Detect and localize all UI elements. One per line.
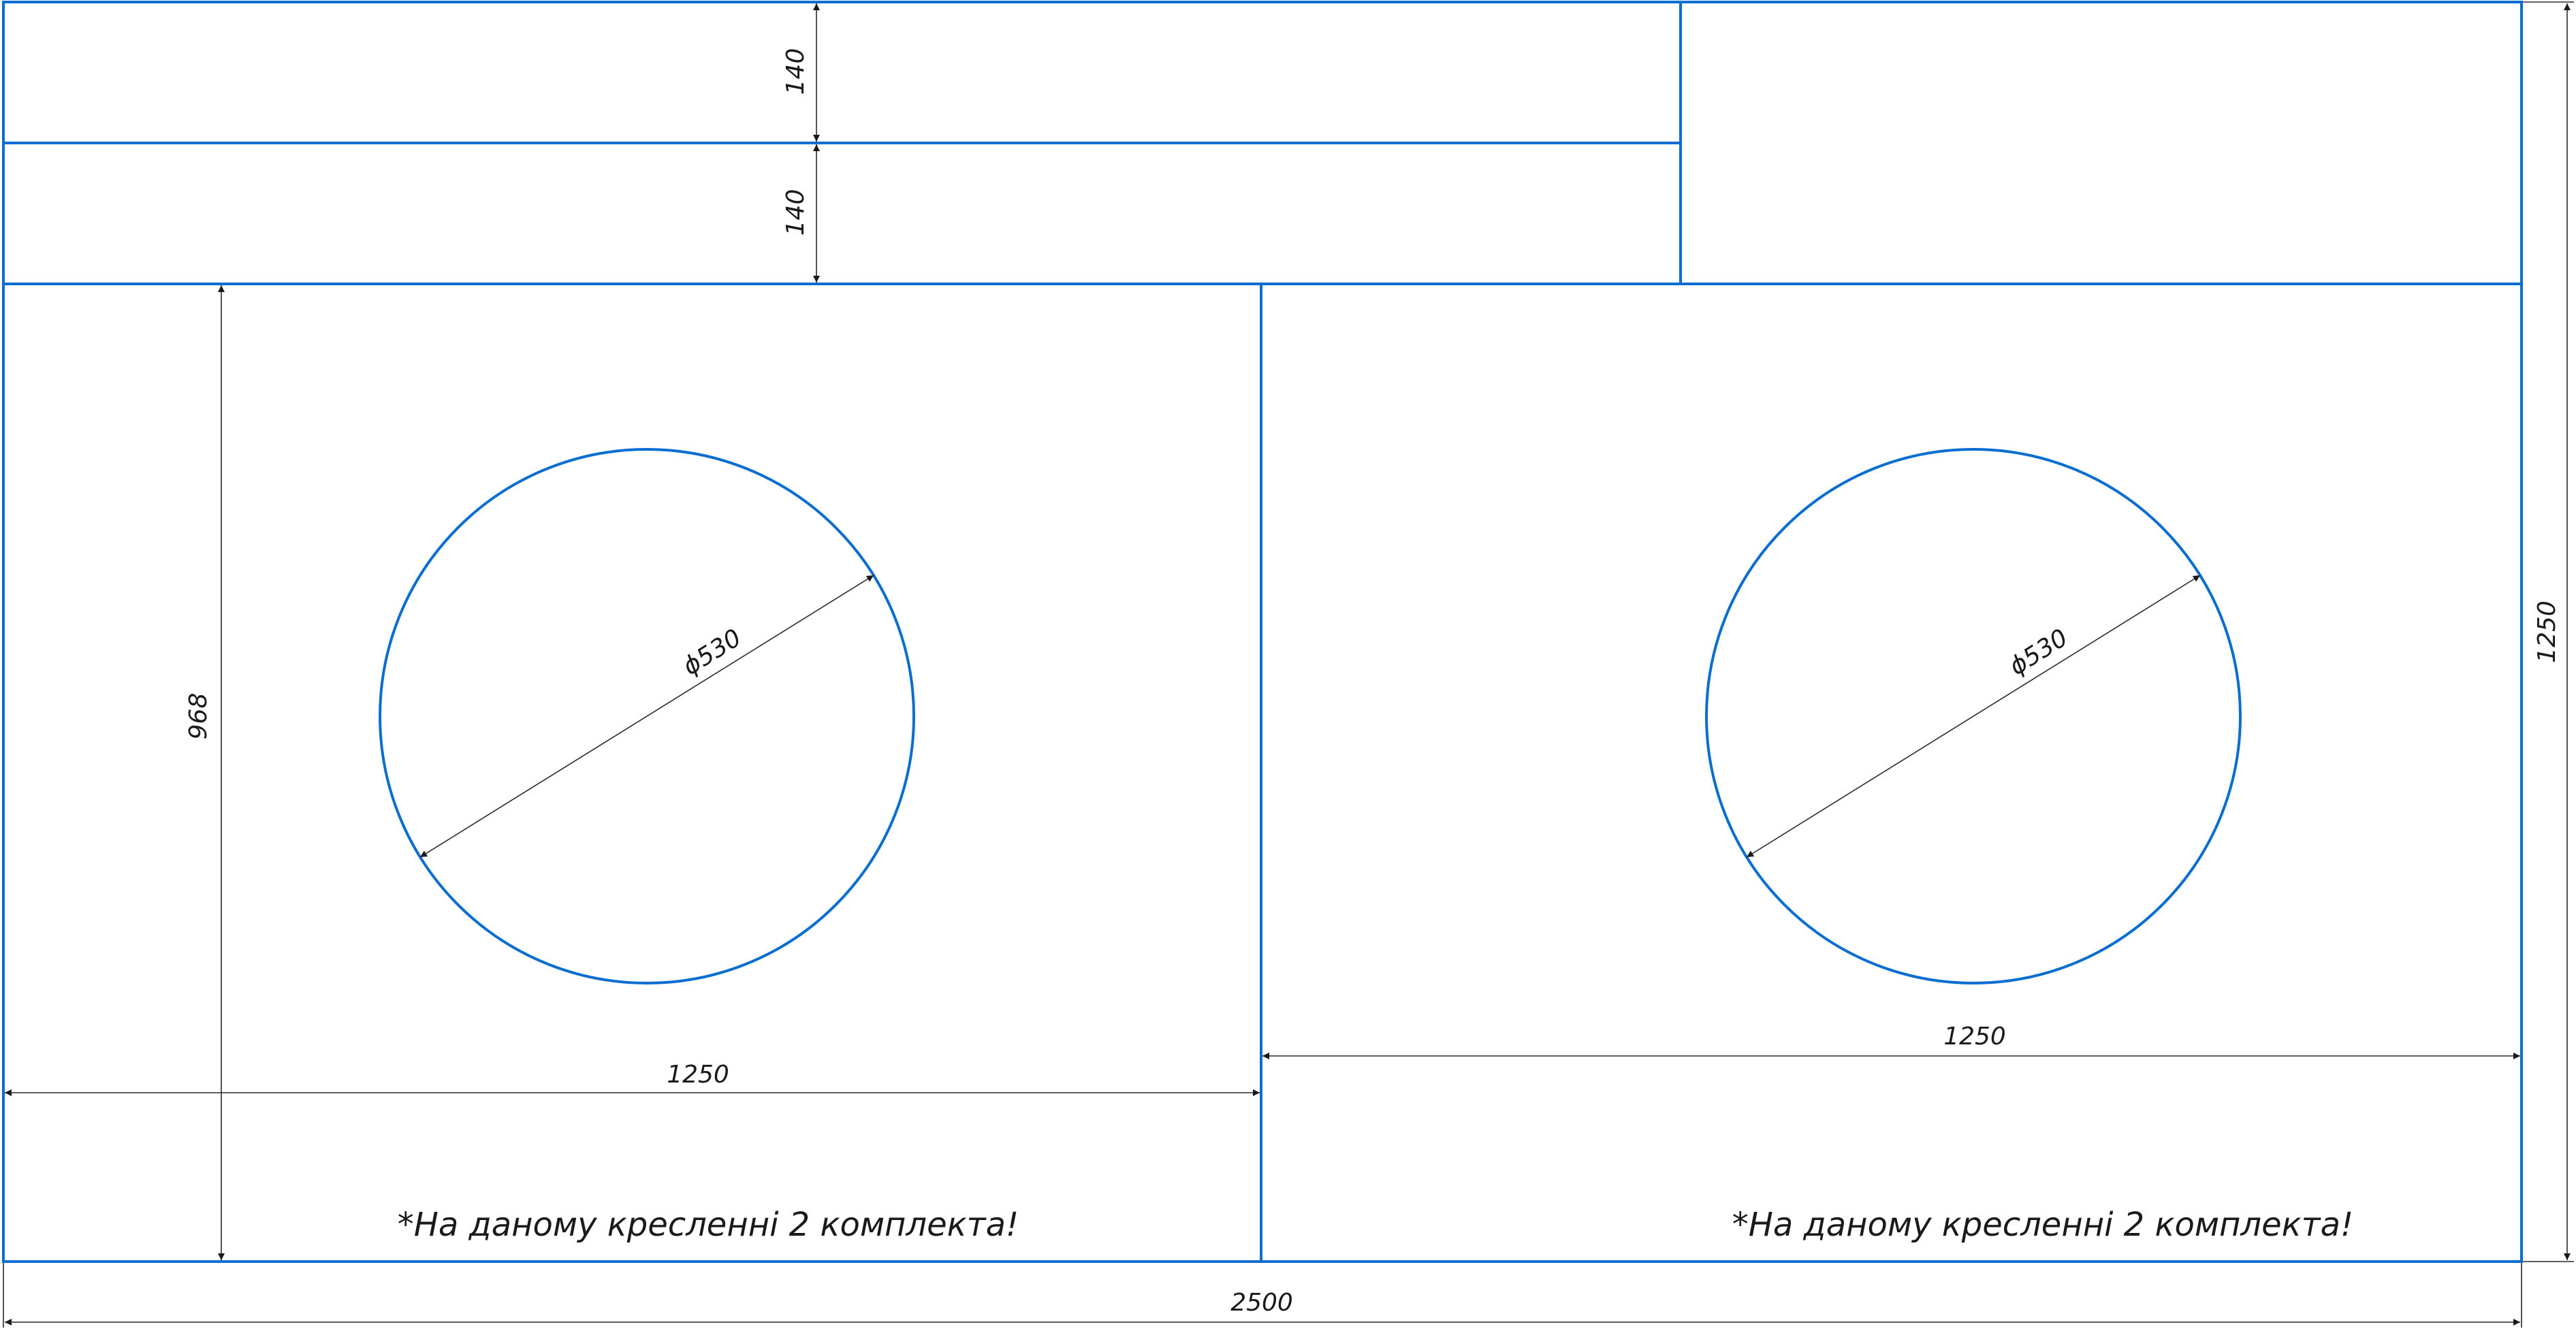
left-hole-diameter-line <box>419 575 874 858</box>
left-note-text: *На даному кресленні 2 комплекта! <box>398 1206 1019 1244</box>
total-height-label: 1250 <box>2533 600 2561 663</box>
strip-top-height-label: 140 <box>782 48 810 95</box>
left-panel-width-dimension: 1250 <box>5 1061 1260 1096</box>
left-hole-circle <box>379 448 915 984</box>
sheet-outlines <box>2 1 2523 1263</box>
right-panel-width-dimension: 1250 <box>1262 1023 2520 1059</box>
left-hole-diameter-label: ϕ530 <box>678 624 746 681</box>
left-panel-height-dimension: 968 <box>185 285 225 1260</box>
total-height-dimension: 1250 <box>2523 1 2574 1262</box>
right-hole-diameter-dimension: ϕ530 <box>1746 575 2201 858</box>
strip-dimensions: 140 140 <box>782 3 820 283</box>
total-width-dimension: 2500 <box>3 1263 2522 1328</box>
right-hole-diameter-label: ϕ530 <box>2005 624 2073 681</box>
left-hole-diameter-dimension: ϕ530 <box>419 575 874 858</box>
total-width-label: 2500 <box>1230 1289 1293 1317</box>
left-panel-height-label: 968 <box>185 693 212 740</box>
right-panel-width-label: 1250 <box>1943 1023 2006 1051</box>
right-hole-diameter-line <box>1746 575 2201 858</box>
left-panel-width-label: 1250 <box>667 1061 729 1089</box>
right-note-text: *На даному кресленні 2 комплекта! <box>1732 1206 2354 1244</box>
strip-bottom-height-label: 140 <box>782 189 810 236</box>
right-hole-circle <box>1705 448 2242 984</box>
